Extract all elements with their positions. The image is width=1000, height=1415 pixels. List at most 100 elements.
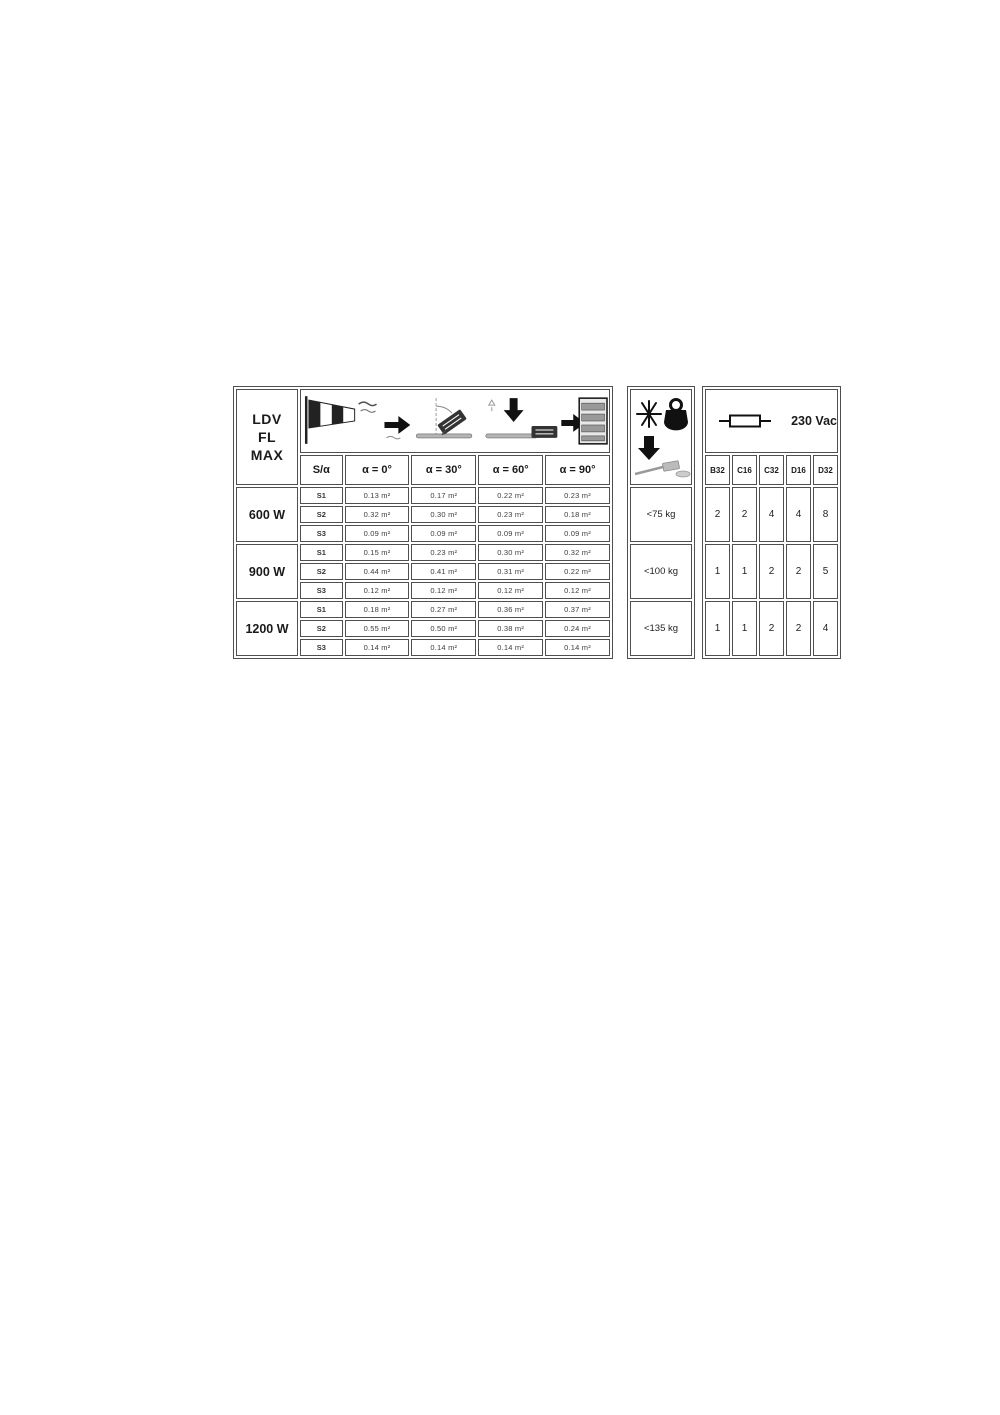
wind-area-cell: 0.12 m² [411,582,477,599]
wind-area-cell: 0.14 m² [478,639,544,656]
s-class-cell: S1 [300,487,343,504]
breaker-header-d16: D16 [786,455,811,485]
col-header-alpha-60: α = 60° [478,455,544,485]
wind-area-cell: 0.17 m² [411,487,477,504]
wind-area-cell: 0.22 m² [545,563,610,580]
breaker-count-cell: 1 [705,601,730,656]
breaker-count-cell: 2 [786,544,811,599]
arrow-down-icon [638,436,660,460]
table-row: 600 W S1 0.13 m² 0.17 m² 0.22 m² 0.23 m² [236,487,610,542]
wind-area-cell: 0.23 m² [478,506,544,523]
wind-area-cell: 0.12 m² [344,582,410,599]
wind-area-cell: 0.30 m² [478,544,544,561]
wind-area-cell: 0.32 m² [545,544,610,561]
tilt-angle-diagram-icon [384,398,473,440]
wind-area-cell: 0.09 m² [344,525,410,542]
vertical-load-diagram-icon [485,398,558,439]
table-row: S2 0.44 m² 0.41 m² 0.31 m² 0.22 m² [236,563,610,580]
wind-area-cell: 0.44 m² [344,563,410,580]
wind-area-cell: 0.12 m² [545,582,610,599]
breaker-count-cell: 4 [786,487,811,542]
wind-area-cell: 0.09 m² [478,525,544,542]
wind-area-cell: 0.27 m² [411,601,477,618]
col-header-alpha-30: α = 30° [411,455,477,485]
breaker-count-cell: 2 [759,601,784,656]
max-weight-cell: <100 kg [630,544,692,599]
floodlight-front-view-icon [561,397,608,445]
ice-load-header [630,389,692,485]
wind-area-cell: 0.37 m² [545,601,610,618]
wind-area-cell: 0.31 m² [478,563,544,580]
breaker-count-cell: 4 [759,487,784,542]
col-header-alpha-90: α = 90° [545,455,610,485]
s-class-cell: S2 [300,506,343,523]
wind-area-cell: 0.09 m² [545,525,610,542]
s-class-cell: S3 [300,639,343,656]
wind-area-cell: 0.14 m² [411,639,477,656]
voltage-header: 230 Vac [705,389,838,453]
breaker-count-cell: 2 [786,601,811,656]
fuse-icon [719,414,772,428]
breaker-header-c32: C32 [759,455,784,485]
wind-area-cell: 0.23 m² [545,487,610,504]
wind-area-cell: 0.09 m² [411,525,477,542]
s-class-cell: S2 [300,563,343,580]
wind-area-cell: 0.14 m² [344,639,410,656]
breaker-count-cell: 2 [705,487,730,542]
wind-area-cell: 0.22 m² [478,487,544,504]
breaker-count-cell: 1 [705,544,730,599]
wind-area-cell: 0.50 m² [411,620,477,637]
wind-area-cell: 0.18 m² [344,601,410,618]
wind-area-cell: 0.14 m² [545,639,610,656]
table-row: S2 0.55 m² 0.50 m² 0.38 m² 0.24 m² [236,620,610,637]
wind-area-cell: 0.24 m² [545,620,610,637]
wind-area-cell: 0.23 m² [411,544,477,561]
wind-area-cell: 0.38 m² [478,620,544,637]
s-class-cell: S3 [300,525,343,542]
wind-area-cell: 0.32 m² [344,506,410,523]
table-row: 1 1 2 2 4 [705,601,838,656]
wind-area-table: LDV FL MAX [233,386,613,659]
max-weight-cell: <75 kg [630,487,692,542]
windsock-icon [304,396,608,445]
table-row: S3 0.14 m² 0.14 m² 0.14 m² 0.14 m² [236,639,610,656]
wind-area-cell: 0.36 m² [478,601,544,618]
voltage-label: 230 Vac [791,414,837,428]
breaker-header-d32: D32 [813,455,838,485]
breaker-count-cell: 5 [813,544,838,599]
breaker-count-cell: 2 [759,544,784,599]
col-header-alpha-0: α = 0° [344,455,410,485]
max-weight-cell: <135 kg [630,601,692,656]
breaker-table: 230 Vac B32 C16 C32 D16 D32 2 2 4 4 8 1 … [702,386,841,659]
product-line: MAX [250,447,284,464]
wind-area-cell: 0.41 m² [411,563,477,580]
breaker-count-cell: 2 [732,487,757,542]
breaker-count-cell: 1 [732,601,757,656]
table-row: 1200 W S1 0.18 m² 0.27 m² 0.36 m² 0.37 m… [236,601,610,656]
wind-area-cell: 0.18 m² [545,506,610,523]
s-class-cell: S1 [300,544,343,561]
table-row: 2 2 4 4 8 [705,487,838,542]
table-row: S3 0.12 m² 0.12 m² 0.12 m² 0.12 m² [236,582,610,599]
s-class-cell: S2 [300,620,343,637]
s-class-cell: S3 [300,582,343,599]
wind-area-cell: 0.30 m² [411,506,477,523]
max-weight-table: <75 kg <100 kg <135 kg [627,386,695,659]
wattage-label: 1200 W [236,601,298,656]
wattage-label: 600 W [236,487,298,542]
breaker-header-b32: B32 [705,455,730,485]
s-class-cell: S1 [300,601,343,618]
wind-area-cell: 0.12 m² [478,582,544,599]
kettlebell-weight-icon [664,398,688,431]
breaker-count-cell: 4 [813,601,838,656]
breaker-header-c16: C16 [732,455,757,485]
wind-area-cell: 0.13 m² [344,487,410,504]
product-name: LDV FL MAX [236,389,298,485]
table-row: 1 1 2 2 5 [705,544,838,599]
table-row: S3 0.09 m² 0.09 m² 0.09 m² 0.09 m² [236,525,610,542]
breaker-count-cell: 1 [732,544,757,599]
table-row: S2 0.32 m² 0.30 m² 0.23 m² 0.18 m² [236,506,610,523]
table-row: 900 W S1 0.15 m² 0.23 m² 0.30 m² 0.32 m² [236,544,610,599]
tilted-floodlight-sketch [634,460,691,478]
